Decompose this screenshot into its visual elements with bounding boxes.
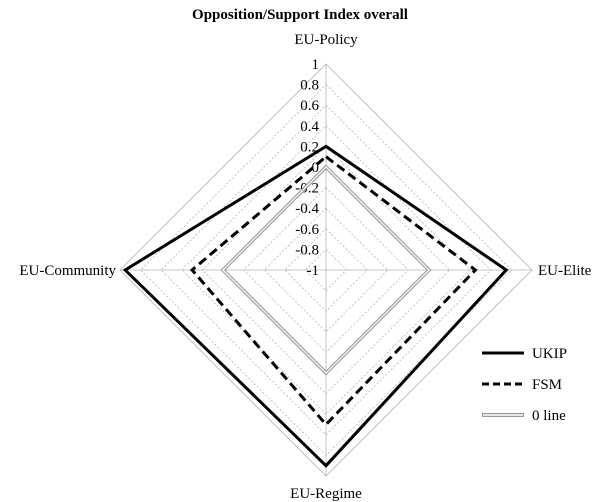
tick-label: 0.8 xyxy=(300,78,319,94)
tick-label: 0 xyxy=(312,160,320,176)
series-0-line-inner xyxy=(222,166,430,374)
radar-grid xyxy=(119,63,533,477)
tick-label: 1 xyxy=(312,57,320,73)
tick-label: 0.2 xyxy=(300,139,319,155)
series-ukip xyxy=(122,144,509,468)
axis-labels: EU-Policy EU-Elite EU-Regime EU-Community xyxy=(19,32,591,502)
chart-title: Opposition/Support Index overall xyxy=(192,7,408,23)
tick-label: -0.8 xyxy=(295,242,319,258)
axis-label-eu-policy: EU-Policy xyxy=(294,32,358,48)
tick-label: -0.4 xyxy=(295,201,319,217)
axis-label-eu-elite: EU-Elite xyxy=(538,263,592,279)
axis-label-eu-regime: EU-Regime xyxy=(290,486,362,502)
legend: UKIP FSM 0 line xyxy=(482,346,567,424)
series-layer xyxy=(122,144,509,468)
tick-label: -0.6 xyxy=(295,222,319,238)
grid-ring xyxy=(304,248,348,292)
axis-label-eu-community: EU-Community xyxy=(19,263,116,279)
series-fsm xyxy=(189,154,478,427)
tick-label: -1 xyxy=(307,263,320,279)
tick-label: 0.4 xyxy=(300,119,319,135)
legend-ukip-label: UKIP xyxy=(532,346,567,362)
legend-0-line-label: 0 line xyxy=(532,408,566,424)
legend-fsm-label: FSM xyxy=(532,377,562,393)
tick-label: 0.6 xyxy=(300,98,319,114)
radial-tick-labels: 10.80.60.40.20-0.2-0.4-0.6-0.8-1 xyxy=(295,57,319,279)
